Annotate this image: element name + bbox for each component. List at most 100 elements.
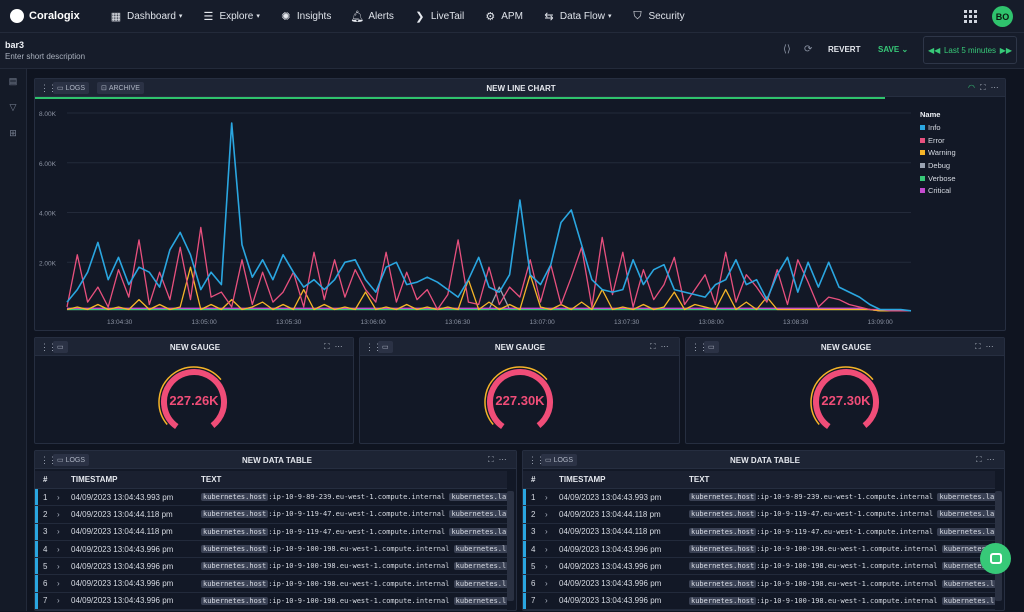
drag-handle-icon[interactable]: ⋮⋮: [40, 83, 57, 93]
fullscreen-icon[interactable]: ⛶: [975, 342, 981, 351]
more-icon[interactable]: ⋯: [498, 455, 507, 464]
code-icon[interactable]: ⟨⟩: [783, 44, 791, 55]
more-icon[interactable]: ⋯: [990, 83, 999, 92]
archive-tag[interactable]: ⊡ ARCHIVE: [97, 82, 144, 94]
field-key-chip[interactable]: kubernetes.l: [453, 545, 507, 554]
series-line-info[interactable]: [66, 122, 912, 312]
expand-row-icon[interactable]: ›: [57, 527, 60, 537]
expand-row-icon[interactable]: ›: [545, 579, 548, 589]
field-key-chip[interactable]: kubernetes.host: [201, 596, 269, 605]
nav-dashboard[interactable]: ▦ Dashboard ▾: [110, 10, 183, 23]
column-header-index[interactable]: #: [531, 475, 536, 484]
table-row[interactable]: 3 › 04/09/2023 13:04:44.118 pm kubernetes.h…: [523, 523, 995, 541]
revert-button[interactable]: REVERT: [828, 45, 861, 54]
time-range-picker[interactable]: ◀◀ Last 5 minutes ▶▶: [923, 36, 1017, 64]
table-row[interactable]: 1 › 04/09/2023 13:04:43.993 pm kubernetes.h…: [523, 489, 995, 507]
legend-item[interactable]: Info: [920, 121, 956, 134]
series-line-error[interactable]: [66, 226, 911, 312]
field-key-chip[interactable]: kubernetes.la: [937, 493, 995, 502]
field-key-chip[interactable]: kubernetes.host: [201, 527, 269, 536]
series-line-warning[interactable]: [66, 266, 911, 312]
expand-row-icon[interactable]: ›: [545, 596, 548, 606]
field-key-chip[interactable]: kubernetes.l: [941, 596, 995, 605]
column-header-timestamp[interactable]: TIMESTAMP: [71, 475, 118, 484]
refresh-icon[interactable]: ⟳: [804, 44, 813, 55]
expand-row-icon[interactable]: ›: [57, 509, 60, 519]
expand-row-icon[interactable]: ›: [545, 492, 548, 502]
field-key-chip[interactable]: kubernetes.host: [201, 562, 269, 571]
series-line-debug[interactable]: [67, 286, 911, 312]
nav-livetail[interactable]: ❯ LiveTail: [414, 10, 464, 23]
field-key-chip[interactable]: kubernetes.host: [201, 510, 269, 519]
field-key-chip[interactable]: kubernetes.l: [941, 562, 995, 571]
table-row[interactable]: 6 › 04/09/2023 13:04:43.996 pm kubernetes.h…: [35, 575, 507, 593]
expand-row-icon[interactable]: ›: [545, 527, 548, 537]
more-icon[interactable]: ⋯: [660, 342, 669, 351]
field-key-chip[interactable]: kubernetes.host: [689, 596, 757, 605]
coralogix-logo[interactable]: Coralogix: [10, 9, 102, 23]
more-icon[interactable]: ⋯: [985, 342, 994, 351]
table-row[interactable]: 4 › 04/09/2023 13:04:43.996 pm kubernetes.h…: [35, 540, 507, 559]
table-row[interactable]: 2 › 04/09/2023 13:04:44.118 pm kubernetes.h…: [35, 506, 507, 524]
table-row[interactable]: 3 › 04/09/2023 13:04:44.118 pm kubernetes.h…: [35, 523, 507, 541]
logs-tag[interactable]: ▭ LOGS: [53, 82, 90, 94]
table-row[interactable]: 7 › 04/09/2023 13:04:43.996 pm kubernetes.h…: [523, 592, 995, 611]
table-row[interactable]: 6 › 04/09/2023 13:04:43.996 pm kubernetes.h…: [523, 575, 995, 593]
nav-explore[interactable]: ☰ Explore ▾: [202, 10, 260, 23]
fullscreen-icon[interactable]: ⛶: [488, 455, 494, 464]
chat-support-button[interactable]: [980, 543, 1011, 574]
nav-apm[interactable]: ⚙ APM: [484, 10, 523, 23]
legend-item[interactable]: Error: [920, 134, 956, 147]
table-row[interactable]: 4 › 04/09/2023 13:04:43.996 pm kubernetes.h…: [523, 540, 995, 559]
expand-row-icon[interactable]: ›: [57, 596, 60, 606]
field-key-chip[interactable]: kubernetes.host: [689, 527, 757, 536]
field-key-chip[interactable]: kubernetes.host: [689, 545, 757, 554]
field-key-chip[interactable]: kubernetes.host: [201, 579, 269, 588]
avatar[interactable]: BO: [992, 6, 1013, 27]
more-icon[interactable]: ⋯: [334, 342, 343, 351]
nav-insights[interactable]: ✺ Insights: [280, 10, 331, 23]
legend-item[interactable]: Verbose: [920, 172, 956, 185]
table-row[interactable]: 2 › 04/09/2023 13:04:44.118 pm kubernetes.h…: [523, 506, 995, 524]
field-key-chip[interactable]: kubernetes.host: [201, 545, 269, 554]
field-key-chip[interactable]: kubernetes.la: [449, 527, 507, 536]
save-button[interactable]: SAVE ⌄: [878, 45, 908, 54]
expand-row-icon[interactable]: ›: [57, 492, 60, 502]
logs-tag[interactable]: ▭: [704, 341, 719, 353]
filter-icon[interactable]: ▽: [9, 101, 17, 112]
nav-dataflow[interactable]: ⇆ Data Flow ▾: [543, 10, 611, 23]
legend-item[interactable]: Critical: [920, 184, 956, 197]
fullscreen-icon[interactable]: ⛶: [979, 83, 986, 92]
add-widget-icon[interactable]: ⊞: [9, 127, 17, 138]
expand-row-icon[interactable]: ›: [57, 544, 60, 554]
drag-handle-icon[interactable]: ⋮⋮: [528, 455, 545, 465]
series-line-verbose[interactable]: [67, 308, 911, 312]
widgets-icon[interactable]: ▤: [8, 75, 18, 86]
logs-tag[interactable]: ▭ LOGS: [53, 454, 90, 466]
field-key-chip[interactable]: kubernetes.l: [453, 596, 507, 605]
dashboard-description[interactable]: Enter short description: [5, 52, 86, 61]
dashboard-title[interactable]: bar3: [5, 40, 25, 50]
expand-row-icon[interactable]: ›: [545, 509, 548, 519]
table-row[interactable]: 5 › 04/09/2023 13:04:43.996 pm kubernetes.h…: [35, 558, 507, 576]
logs-tag[interactable]: ▭: [378, 341, 393, 353]
table-row[interactable]: 1 › 04/09/2023 13:04:43.993 pm kubernetes.h…: [35, 489, 507, 507]
table-row[interactable]: 5 › 04/09/2023 13:04:43.996 pm kubernetes.h…: [523, 558, 995, 576]
column-header-timestamp[interactable]: TIMESTAMP: [559, 475, 606, 484]
field-key-chip[interactable]: kubernetes.l: [941, 579, 995, 588]
column-header-index[interactable]: #: [43, 475, 48, 484]
previous-range-icon[interactable]: ◀◀: [928, 45, 941, 55]
legend-item[interactable]: Debug: [920, 159, 956, 172]
field-key-chip[interactable]: kubernetes.host: [689, 510, 757, 519]
field-key-chip[interactable]: kubernetes.host: [201, 493, 269, 502]
field-key-chip[interactable]: kubernetes.la: [937, 510, 995, 519]
legend-item[interactable]: Warning: [920, 146, 956, 159]
drag-handle-icon[interactable]: ⋮⋮: [365, 342, 382, 352]
more-icon[interactable]: ⋯: [986, 455, 995, 464]
fullscreen-icon[interactable]: ⛶: [324, 342, 330, 351]
column-header-text[interactable]: TEXT: [201, 475, 222, 484]
drag-handle-icon[interactable]: ⋮⋮: [40, 455, 57, 465]
field-key-chip[interactable]: kubernetes.l: [941, 545, 995, 554]
expand-row-icon[interactable]: ›: [57, 561, 60, 571]
expand-row-icon[interactable]: ›: [545, 561, 548, 571]
